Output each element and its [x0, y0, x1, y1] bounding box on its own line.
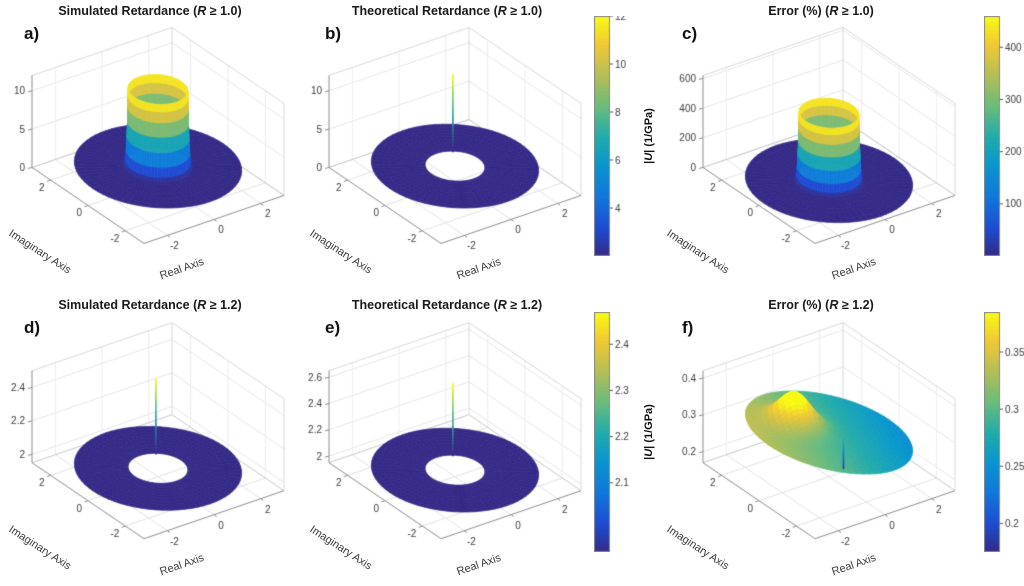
panel-title: Simulated Retardance (R ≥ 1.0): [58, 4, 242, 18]
surface-plot-canvas-f: [660, 294, 982, 584]
colorbar-canvas: [594, 16, 642, 256]
subplot-a: Simulated Retardance (R ≥ 1.0) a) Real A…: [2, 0, 298, 288]
colorbar-label: |U| (1/GPa): [643, 108, 655, 164]
subplot-c: Error (%) (R ≥ 1.0) c) Real Axis Imagina…: [660, 0, 982, 288]
panel-letter: c): [682, 24, 698, 43]
panel-letter: b): [325, 24, 342, 43]
panel-title: Error (%) (R ≥ 1.2): [768, 298, 874, 312]
subplot-e: Theoretical Retardance (R ≥ 1.2) e) Real…: [303, 294, 591, 584]
panel-letter: e): [325, 318, 341, 337]
panel-title: Theoretical Retardance (R ≥ 1.0): [351, 4, 543, 18]
colorbar-retardance-r10: |U| (1/GPa): [594, 16, 666, 256]
subplot-b: Theoretical Retardance (R ≥ 1.0) b) Real…: [303, 0, 591, 288]
surface-plot-canvas-d: [2, 294, 298, 584]
surface-plot-canvas-e: [303, 294, 591, 584]
panel-letter: a): [24, 24, 40, 43]
colorbar-error-r12: [984, 312, 1024, 552]
panel-title: Simulated Retardance (R ≥ 1.2): [58, 298, 242, 312]
colorbar-canvas: [984, 16, 1024, 256]
colorbar-canvas: [594, 312, 642, 552]
surface-plot-canvas-a: [2, 0, 298, 288]
surface-plot-canvas-c: [660, 0, 982, 288]
colorbar-label: |U| (1/GPa): [643, 404, 655, 460]
surface-plot-canvas-b: [303, 0, 591, 288]
panel-letter: d): [24, 318, 41, 337]
colorbar-canvas: [984, 312, 1024, 552]
subplot-d: Simulated Retardance (R ≥ 1.2) d) Real A…: [2, 294, 298, 584]
colorbar-error-r10: [984, 16, 1024, 256]
panel-title: Theoretical Retardance (R ≥ 1.2): [351, 298, 543, 312]
subplot-f: Error (%) (R ≥ 1.2) f) Real Axis Imagina…: [660, 294, 982, 584]
panel-title: Error (%) (R ≥ 1.0): [768, 4, 874, 18]
panel-letter: f): [682, 318, 694, 337]
colorbar-retardance-r12: |U| (1/GPa): [594, 312, 666, 552]
